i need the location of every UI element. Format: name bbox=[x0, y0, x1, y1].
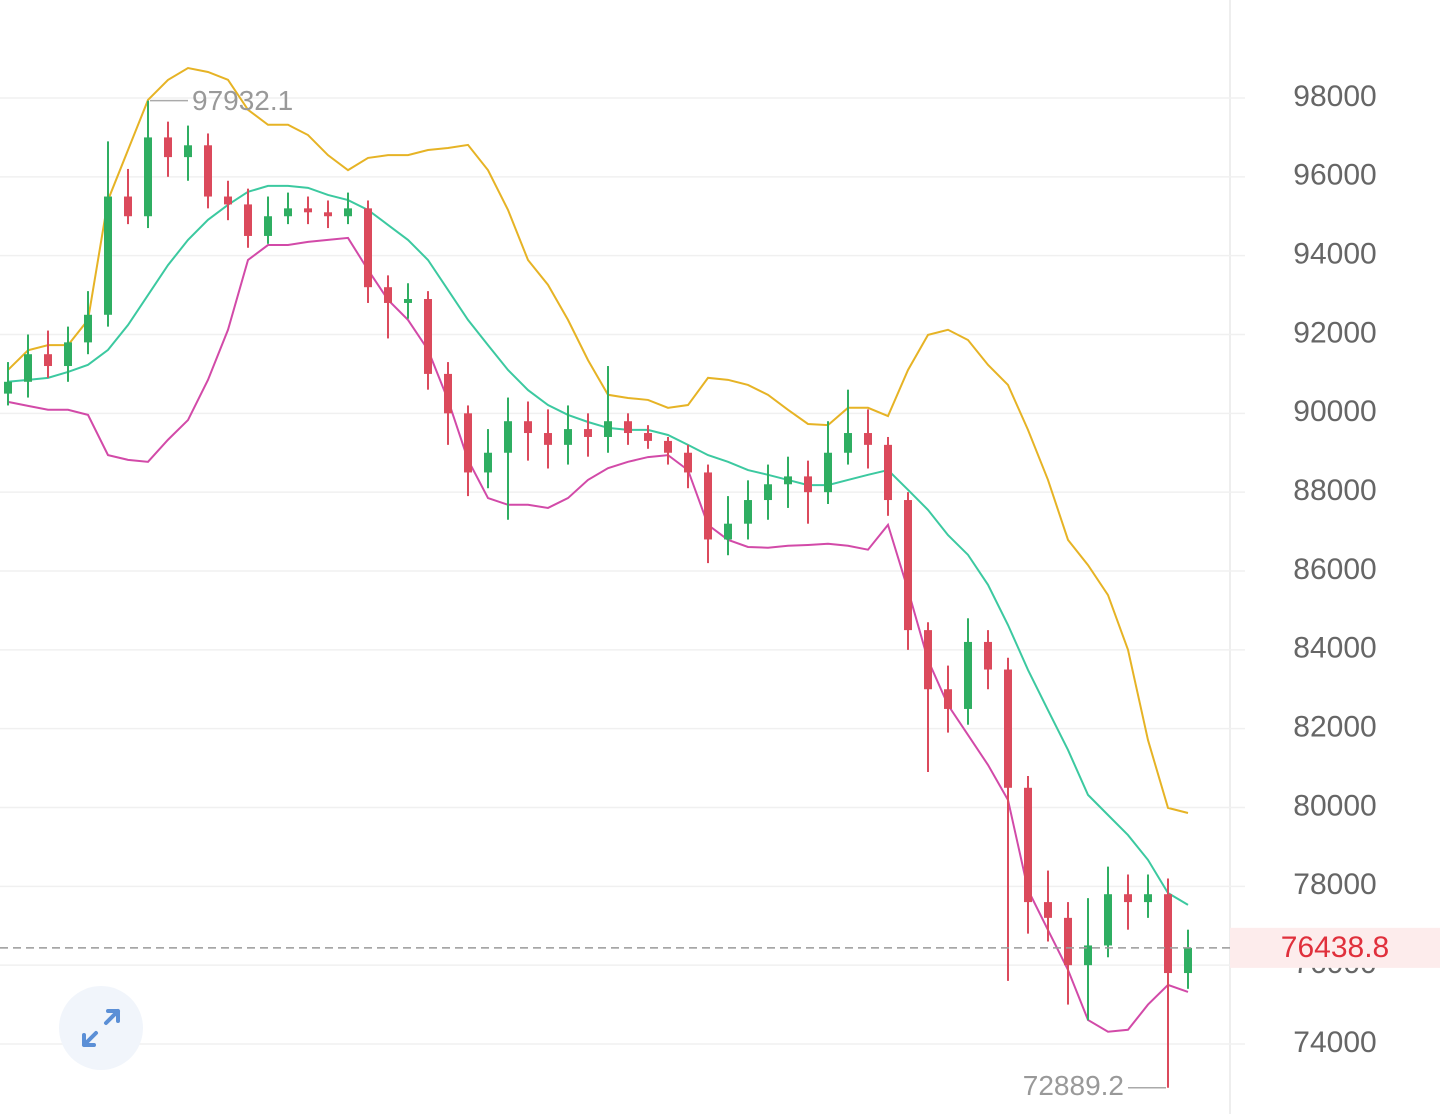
candle-body bbox=[1024, 787, 1032, 903]
y-tick-label: 74000 bbox=[1293, 1026, 1376, 1059]
y-tick-label: 98000 bbox=[1293, 80, 1376, 113]
candle-body bbox=[924, 630, 932, 690]
candle-body bbox=[584, 429, 592, 437]
candle-body bbox=[1124, 894, 1132, 903]
candle-body bbox=[824, 452, 832, 493]
candle-body bbox=[1004, 669, 1012, 788]
candle-body bbox=[724, 523, 732, 540]
candle-body bbox=[524, 421, 532, 434]
candle-body bbox=[304, 208, 312, 213]
candle-body bbox=[244, 204, 252, 236]
candle-body bbox=[464, 413, 472, 473]
band-line bbox=[7, 236, 1189, 1033]
candle-body bbox=[264, 216, 272, 236]
y-tick-label: 86000 bbox=[1293, 553, 1376, 586]
y-tick-label: 94000 bbox=[1293, 238, 1376, 271]
candle-body bbox=[664, 440, 672, 453]
candle-body bbox=[324, 212, 332, 217]
current-price-box bbox=[1230, 927, 1440, 968]
current-price-label: 76438.8 bbox=[1281, 931, 1389, 964]
candle-body bbox=[124, 196, 132, 217]
candle-body bbox=[64, 342, 72, 367]
candle-body bbox=[744, 500, 752, 524]
candle-body bbox=[504, 421, 512, 453]
candle-body bbox=[1164, 894, 1172, 974]
y-tick-label: 78000 bbox=[1293, 868, 1376, 901]
candle-body bbox=[984, 641, 992, 670]
candle-body bbox=[284, 208, 292, 217]
candle-body bbox=[1084, 945, 1092, 966]
candle-body bbox=[1104, 894, 1112, 946]
y-tick-label: 90000 bbox=[1293, 395, 1376, 428]
candle-body bbox=[4, 381, 12, 394]
candle-body bbox=[764, 484, 772, 501]
max-label: 97932.1 bbox=[192, 85, 293, 116]
candle-body bbox=[1044, 902, 1052, 918]
candle-body bbox=[964, 641, 972, 709]
labels: 7400076000780008000082000840008600088000… bbox=[0, 80, 1440, 1101]
min-label: 72889.2 bbox=[1023, 1070, 1124, 1101]
candle-body bbox=[364, 208, 372, 288]
candle-body bbox=[944, 689, 952, 709]
candle-body bbox=[844, 433, 852, 453]
candle-body bbox=[144, 137, 152, 217]
candle-body bbox=[564, 429, 572, 445]
grid bbox=[0, 97, 1245, 1045]
y-tick-label: 84000 bbox=[1293, 632, 1376, 665]
candle-body bbox=[864, 433, 872, 445]
candle-body bbox=[104, 196, 112, 315]
candle-body bbox=[644, 433, 652, 441]
y-tick-label: 80000 bbox=[1293, 789, 1376, 822]
candle-body bbox=[384, 287, 392, 303]
candle-body bbox=[444, 373, 452, 414]
band-line bbox=[7, 184, 1189, 906]
y-tick-label: 96000 bbox=[1293, 159, 1376, 192]
candle-body bbox=[184, 145, 192, 158]
candle-body bbox=[804, 476, 812, 493]
candle-body bbox=[624, 421, 632, 434]
candle-body bbox=[224, 196, 232, 205]
candle-body bbox=[704, 472, 712, 540]
candle-body bbox=[1064, 917, 1072, 966]
bands bbox=[7, 66, 1189, 1033]
y-tick-label: 82000 bbox=[1293, 711, 1376, 744]
y-tick-label: 92000 bbox=[1293, 316, 1376, 349]
candle-body bbox=[204, 145, 212, 197]
candle-body bbox=[1184, 947, 1192, 974]
expand-button[interactable] bbox=[59, 986, 143, 1070]
candle-body bbox=[904, 500, 912, 631]
candle-body bbox=[484, 452, 492, 473]
y-tick-label: 88000 bbox=[1293, 474, 1376, 507]
band-line bbox=[7, 66, 1189, 814]
candle-body bbox=[84, 314, 92, 343]
candle-body bbox=[344, 208, 352, 217]
candle-body bbox=[884, 444, 892, 501]
candle-body bbox=[544, 433, 552, 445]
candle-body bbox=[404, 299, 412, 303]
candle-body bbox=[164, 137, 172, 158]
candle-body bbox=[1144, 894, 1152, 903]
candles bbox=[4, 100, 1192, 1088]
candle-body bbox=[44, 354, 52, 367]
candle-body bbox=[24, 354, 32, 382]
candle-body bbox=[424, 299, 432, 374]
candle-body bbox=[604, 421, 612, 437]
candle-body bbox=[684, 452, 692, 473]
candle-body bbox=[784, 476, 792, 485]
